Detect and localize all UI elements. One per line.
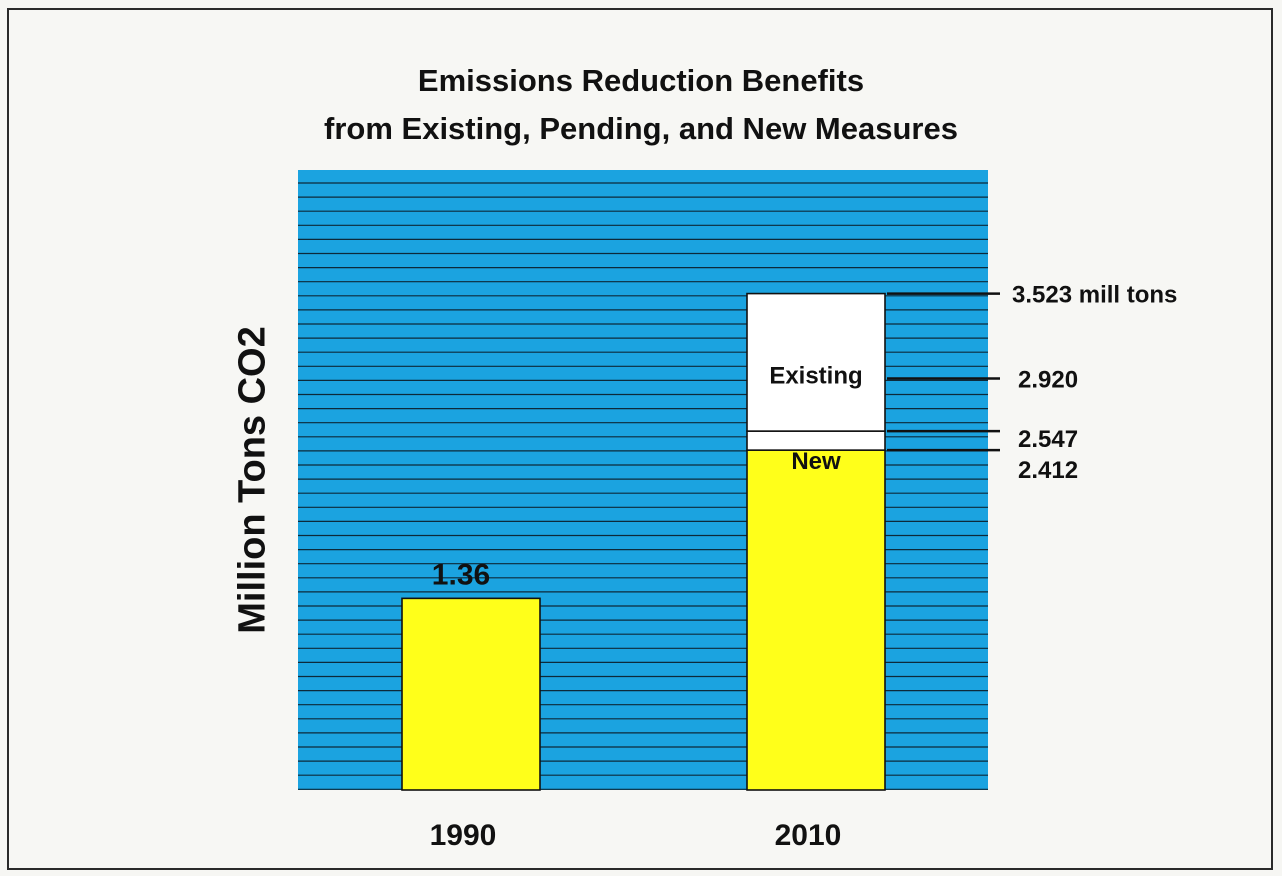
x-tick-label-1990: 1990 — [430, 819, 497, 852]
bar-segment-2010-pending — [746, 430, 886, 451]
chart-subtitle: from Existing, Pending, and New Measures — [324, 111, 958, 146]
bar-value-label-1990: 1.36 — [432, 558, 490, 591]
level-label: 3.523 mill tons — [1012, 282, 1177, 309]
bar-segment-1990 — [401, 597, 541, 791]
segment-label-existing: Existing — [769, 362, 862, 389]
bar-segment-2010-new — [746, 449, 886, 791]
level-label: 2.920 — [1018, 367, 1078, 394]
segment-label-new: New — [791, 448, 841, 475]
chart-title: Emissions Reduction Benefits — [417, 63, 865, 98]
level-label: 2.547 — [1018, 426, 1078, 453]
bar-segment-2010-existing — [746, 292, 886, 432]
level-label: 2.412 — [1018, 457, 1078, 484]
x-tick-label-2010: 2010 — [775, 819, 842, 852]
